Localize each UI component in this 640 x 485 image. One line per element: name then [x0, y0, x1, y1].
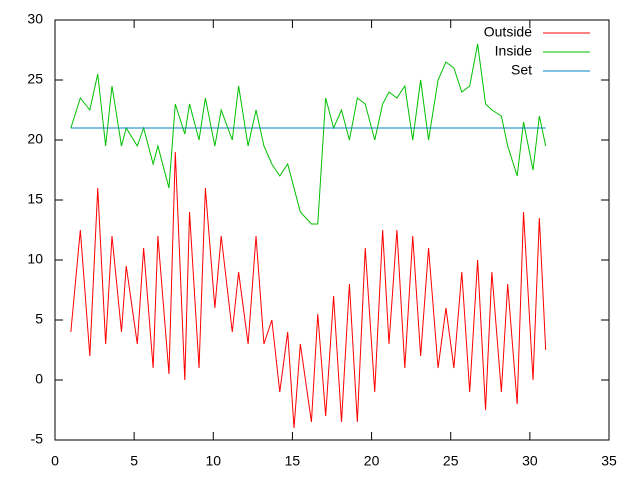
- x-tick-label: 0: [51, 453, 59, 469]
- x-tick-label: 25: [443, 453, 459, 469]
- x-tick-label: 35: [601, 453, 617, 469]
- y-tick-label: 25: [27, 71, 43, 87]
- legend-label: Set: [511, 62, 532, 78]
- x-tick-label: 5: [130, 453, 138, 469]
- legend-label: Inside: [495, 43, 533, 59]
- x-tick-label: 20: [364, 453, 380, 469]
- x-tick-label: 10: [205, 453, 221, 469]
- y-tick-label: -5: [31, 431, 44, 447]
- y-tick-label: 0: [35, 371, 43, 387]
- y-tick-label: 10: [27, 251, 43, 267]
- y-tick-label: 20: [27, 131, 43, 147]
- x-tick-label: 15: [285, 453, 301, 469]
- series-line: [70, 151, 547, 429]
- series-line: [70, 43, 547, 225]
- plot-border: [54, 19, 610, 441]
- y-tick-label: 15: [27, 191, 43, 207]
- legend-label: Outside: [484, 24, 532, 40]
- y-tick-label: 30: [27, 11, 43, 27]
- x-tick-label: 30: [522, 453, 538, 469]
- y-tick-label: 5: [35, 311, 43, 327]
